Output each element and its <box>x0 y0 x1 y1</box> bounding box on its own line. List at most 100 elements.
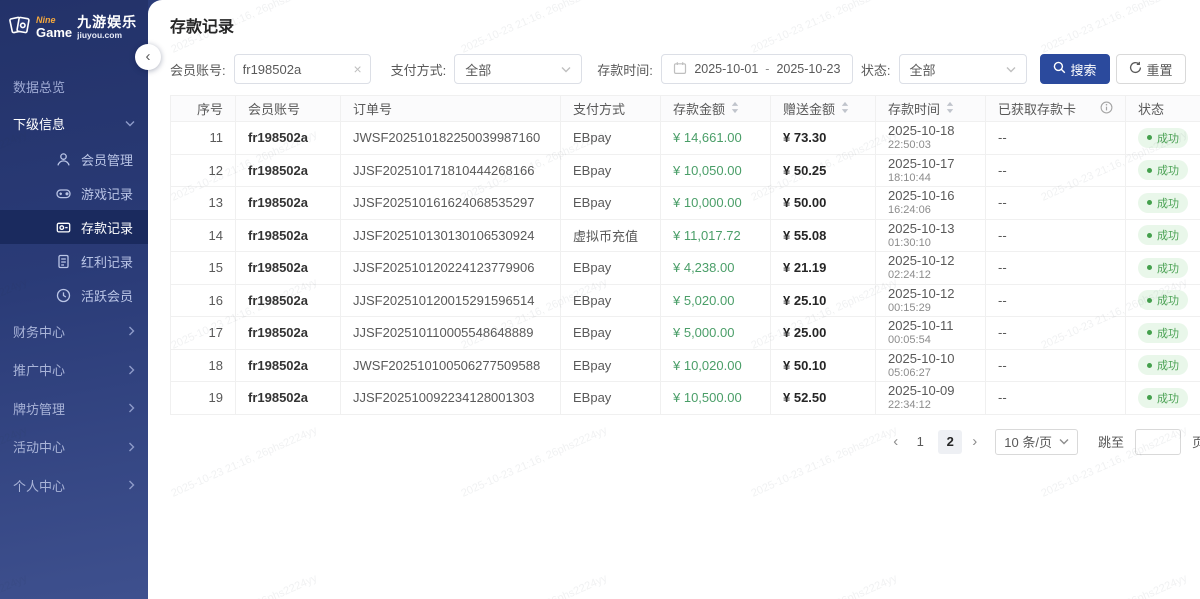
deposit-clock-time: 22:50:03 <box>888 139 931 152</box>
sidebar-item-activity-center[interactable]: 活动中心 <box>0 428 148 467</box>
main-panel: 存款记录 会员账号: × 支付方式: 全部 存款时间: 2025-10-01 -… <box>148 0 1200 599</box>
date-range-picker[interactable]: 2025-10-01 - 2025-10-23 <box>660 54 853 84</box>
cell-index: 11 <box>170 121 236 155</box>
sidebar-item-label: 下级信息 <box>13 117 66 132</box>
sort-icon[interactable] <box>841 101 849 117</box>
page-size-select[interactable]: 10 条/页 <box>995 428 1078 455</box>
brand-name-en: Nine Game <box>36 15 72 40</box>
chevron-right-icon <box>128 365 135 375</box>
cell-bonus-amount: ¥ 25.10 <box>770 283 876 317</box>
sidebar-item-active-members[interactable]: 活跃会员 <box>0 278 148 312</box>
status-badge: 成功 <box>1138 160 1188 181</box>
prev-page-button[interactable]: ‹ <box>893 433 899 450</box>
sidebar-item-label: 活动中心 <box>13 440 66 456</box>
deposit-clock-time: 22:34:12 <box>888 399 931 412</box>
status-select[interactable]: 全部 <box>898 54 1027 84</box>
cell-index: 19 <box>170 381 236 415</box>
cell-payment-method: EBpay <box>560 381 661 415</box>
status-label: 状态: <box>860 62 891 78</box>
sidebar-item-finance-center[interactable]: 财务中心 <box>0 312 148 351</box>
sidebar-item-member-management[interactable]: 会员管理 <box>0 142 148 176</box>
cell-account: fr198502a <box>235 186 341 220</box>
cell-account: fr198502a <box>235 218 341 252</box>
deposit-card-icon <box>56 220 71 235</box>
cell-account: fr198502a <box>235 153 341 187</box>
deposit-table: 序号 会员账号 订单号 支付方式 存款金额 赠送金额 <box>170 95 1200 415</box>
cell-deposit-card: -- <box>985 153 1126 187</box>
cell-deposit-amount: ¥ 5,020.00 <box>660 283 771 317</box>
account-input[interactable] <box>242 61 350 77</box>
cell-order-no: JJSF202510120015291596514 <box>340 283 561 317</box>
cell-order-no: JJSF202510130130106530924 <box>340 218 561 252</box>
reset-button[interactable]: 重置 <box>1115 54 1186 84</box>
cell-deposit-time: 2025-10-11 00:05:54 <box>875 316 986 350</box>
deposit-date: 2025-10-18 <box>888 123 955 139</box>
status-badge: 成功 <box>1138 192 1188 213</box>
next-page-button[interactable]: › <box>972 433 978 450</box>
col-deposit-time: 存款时间 <box>875 95 986 122</box>
chevron-down-icon <box>1059 438 1069 445</box>
chevron-down-icon <box>125 120 135 127</box>
cell-index: 13 <box>170 186 236 220</box>
page-button-1[interactable]: 1 <box>916 434 924 449</box>
page-button-2[interactable]: 2 <box>938 429 963 454</box>
info-icon[interactable] <box>1100 101 1113 117</box>
brand-title: 九游娱乐 <box>77 14 138 31</box>
sort-icon[interactable] <box>731 101 739 117</box>
jump-input[interactable] <box>1134 428 1181 455</box>
col-index: 序号 <box>170 95 236 122</box>
payment-method-label: 支付方式: <box>390 62 447 78</box>
sidebar-item-subordinate-info[interactable]: 下级信息 <box>0 105 148 142</box>
sidebar-item-label: 游戏记录 <box>81 186 134 202</box>
cell-bonus-amount: ¥ 21.19 <box>770 251 876 285</box>
sidebar-item-bonus-records[interactable]: 红利记录 <box>0 244 148 278</box>
status-badge: 成功 <box>1138 322 1188 343</box>
status-dot-icon <box>1147 330 1152 336</box>
status-dot-icon <box>1147 395 1152 401</box>
sidebar-item-archway-management[interactable]: 牌坊管理 <box>0 389 148 428</box>
cell-deposit-card: -- <box>985 251 1126 285</box>
cell-deposit-card: -- <box>985 381 1126 415</box>
payment-method-value: 全部 <box>465 62 492 78</box>
payment-method-select[interactable]: 全部 <box>454 54 583 84</box>
brand-nine: Nine <box>36 15 56 25</box>
col-payment-method: 支付方式 <box>560 95 661 122</box>
cell-index: 15 <box>170 251 236 285</box>
sidebar-item-label: 财务中心 <box>13 324 66 340</box>
cell-deposit-amount: ¥ 4,238.00 <box>660 251 771 285</box>
cell-index: 18 <box>170 348 236 382</box>
deposit-date: 2025-10-13 <box>888 220 955 236</box>
sidebar-item-game-records[interactable]: 游戏记录 <box>0 176 148 210</box>
clear-icon[interactable]: × <box>353 61 362 77</box>
cell-order-no: JJSF202510171810444268166 <box>340 153 561 187</box>
search-icon <box>1053 61 1066 77</box>
cell-deposit-amount: ¥ 10,020.00 <box>660 348 771 382</box>
deposit-date: 2025-10-09 <box>888 383 955 399</box>
brand-logo: Nine Game 九游娱乐 jiuyou.com <box>0 0 148 42</box>
page-size-value: 10 条/页 <box>1004 435 1052 450</box>
table-body: 11 fr198502a JWSF202510182250039987160 E… <box>170 121 1200 415</box>
cell-deposit-card: -- <box>985 283 1126 317</box>
sidebar: Nine Game 九游娱乐 jiuyou.com 数据总览 下级信息 会员管理 <box>0 0 148 599</box>
search-button-label: 搜索 <box>1070 62 1097 78</box>
cell-account: fr198502a <box>235 251 341 285</box>
status-text: 成功 <box>1157 295 1179 308</box>
cell-bonus-amount: ¥ 50.25 <box>770 153 876 187</box>
cell-payment-method: EBpay <box>560 283 661 317</box>
col-deposit-amount: 存款金额 <box>660 95 771 122</box>
status-text: 成功 <box>1157 360 1179 373</box>
cell-payment-method: EBpay <box>560 121 661 155</box>
chevron-right-icon <box>128 403 135 413</box>
cell-status: 成功 <box>1125 348 1200 382</box>
status-dot-icon <box>1147 135 1152 141</box>
sidebar-item-promotion-center[interactable]: 推广中心 <box>0 351 148 390</box>
cell-order-no: JJSF202510120224123779906 <box>340 251 561 285</box>
sidebar-collapse-button[interactable]: ‹ <box>135 44 161 70</box>
sidebar-item-label: 红利记录 <box>81 254 134 270</box>
cell-status: 成功 <box>1125 283 1200 317</box>
sidebar-item-deposit-records[interactable]: 存款记录 <box>0 210 148 244</box>
sort-icon[interactable] <box>946 101 954 117</box>
sidebar-item-data-overview[interactable]: 数据总览 <box>0 68 148 105</box>
search-button[interactable]: 搜索 <box>1039 54 1110 84</box>
sidebar-item-personal-center[interactable]: 个人中心 <box>0 466 148 505</box>
